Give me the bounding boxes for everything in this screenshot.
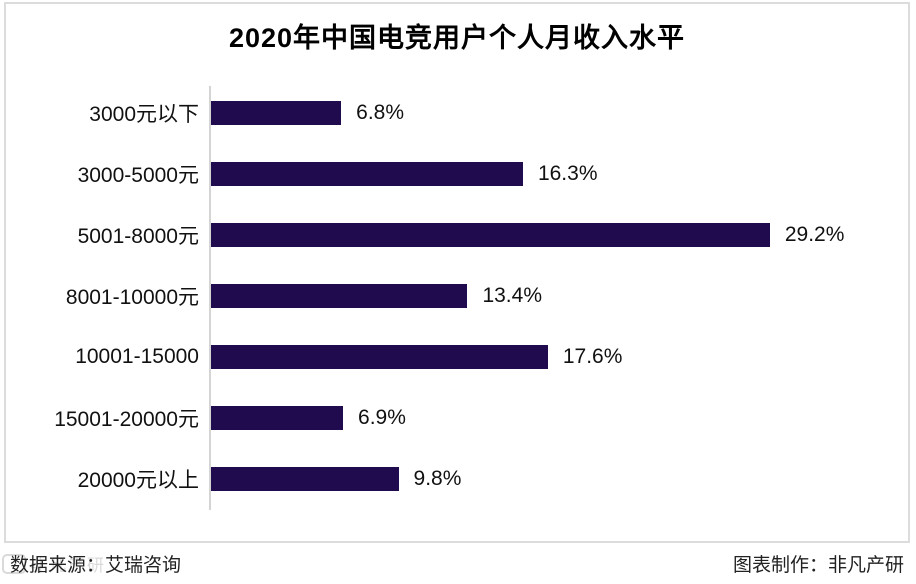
bar-track: 13.4% <box>211 283 908 308</box>
bar-row: 10001-15000 17.6% <box>6 326 908 387</box>
chart-title: 2020年中国电竞用户个人月收入水平 <box>228 23 686 53</box>
value-label: 6.9% <box>358 405 406 429</box>
bar-track: 9.8% <box>211 466 908 491</box>
value-label: 9.8% <box>413 466 462 490</box>
bar-track: 6.8% <box>211 100 908 125</box>
bar-track: 6.9% <box>211 405 908 430</box>
bar-track: 29.2% <box>211 222 908 247</box>
watermark: 非凡产研 <box>2 551 106 576</box>
bar-track: 16.3% <box>211 161 908 186</box>
chart-frame: 2020年中国电竞用户个人月收入水平 3000元以下 6.8% 3000-5000元… <box>4 2 910 543</box>
plot-area: 3000元以下 6.8% 3000-5000元 16.3% 5001-8000元 29.2… <box>6 82 908 512</box>
value-label: 13.4% <box>482 283 542 307</box>
value-label: 16.3% <box>537 161 598 185</box>
bar-track: 17.6% <box>211 344 908 369</box>
watermark-logo-icon <box>2 553 26 574</box>
bar <box>211 100 342 125</box>
category-label: 8001-10000元 <box>65 285 199 309</box>
chart-credit-label: 图表制作：非凡产研 <box>732 554 904 576</box>
category-label: 5001-8000元 <box>77 224 199 248</box>
category-label: 3000-5000元 <box>77 163 199 187</box>
plot-rows: 3000元以下 6.8% 3000-5000元 16.3% 5001-8000元 29.2… <box>6 82 908 509</box>
bar <box>211 405 344 430</box>
value-label: 6.8% <box>356 100 405 124</box>
bar-row: 20000元以上 9.8% <box>6 448 908 509</box>
footer: 数据来源：艾瑞咨询 图表制作：非凡产研 <box>10 549 904 577</box>
bar <box>211 283 468 308</box>
bar <box>211 466 399 491</box>
data-source-label: 数据来源：艾瑞咨询 <box>10 554 182 576</box>
value-label: 17.6% <box>562 344 623 368</box>
category-label: 15001-20000元 <box>54 407 199 431</box>
bar-row: 8001-10000元 13.4% <box>6 265 908 326</box>
bar-row: 15001-20000元 6.9% <box>6 387 908 448</box>
category-label: 3000元以下 <box>89 102 199 126</box>
y-axis-line <box>209 86 211 510</box>
value-label: 29.2% <box>784 222 845 246</box>
bar-row: 3000-5000元 16.3% <box>6 143 908 204</box>
bar-row: 5001-8000元 29.2% <box>6 204 908 265</box>
bar <box>211 222 770 247</box>
watermark-text: 非凡产研 <box>30 556 106 575</box>
bar-row: 3000元以下 6.8% <box>6 82 908 143</box>
category-label: 20000元以上 <box>77 468 199 492</box>
bar <box>211 161 523 186</box>
category-label: 10001-15000 <box>75 344 199 368</box>
bar <box>211 344 548 369</box>
